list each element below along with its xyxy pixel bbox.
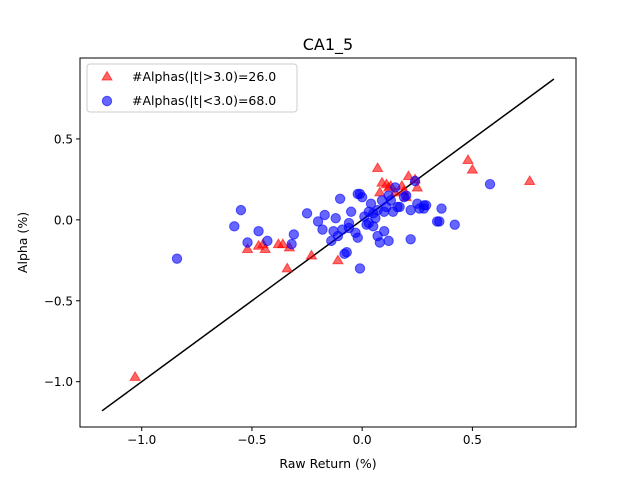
data-point-triangle — [259, 242, 272, 253]
legend-triangle-marker — [101, 70, 113, 81]
data-point-circle — [235, 204, 247, 216]
x-tick-label: −0.5 — [237, 433, 266, 447]
series-layer — [129, 153, 536, 381]
data-point-triangle — [129, 370, 141, 381]
plot-frame — [79, 57, 577, 428]
data-point-circle — [319, 209, 330, 221]
y-tick-label: 0.5 — [54, 132, 73, 146]
data-point-triangle — [332, 254, 344, 265]
data-point-circle — [354, 263, 366, 274]
data-point-circle — [352, 232, 363, 243]
data-point-circle — [301, 208, 313, 219]
data-point-circle — [341, 247, 352, 258]
data-point-circle — [330, 213, 341, 224]
data-point-circle — [379, 225, 390, 237]
x-axis-label: Raw Return (%) — [279, 456, 376, 471]
data-point-circle — [394, 201, 405, 213]
data-point-circle — [345, 206, 357, 217]
y-tick-label: −1.0 — [44, 375, 73, 389]
legend-label-low-t: #Alphas(|t|<3.0)=68.0 — [132, 93, 276, 108]
series-1 — [171, 175, 496, 274]
data-point-triangle — [241, 242, 254, 253]
data-point-triangle — [281, 262, 294, 273]
data-point-circle — [449, 219, 460, 230]
data-point-circle — [484, 179, 496, 190]
data-point-circle — [334, 193, 346, 205]
reference-line-layer — [101, 78, 555, 412]
data-point-circle — [409, 175, 421, 187]
legend-frame — [86, 63, 298, 113]
data-point-circle — [436, 203, 447, 214]
data-point-circle — [242, 237, 253, 248]
data-point-triangle — [371, 162, 384, 173]
data-point-circle — [374, 237, 386, 248]
data-point-triangle — [411, 181, 424, 192]
data-point-triangle — [305, 249, 318, 260]
legend: #Alphas(|t|>3.0)=26.0 #Alphas(|t|<3.0)=6… — [86, 63, 298, 113]
data-point-circle — [286, 238, 297, 250]
y-ticks: −1.0 −0.5 0.0 0.5 — [44, 132, 80, 389]
data-point-circle — [312, 216, 324, 227]
x-ticks: −1.0 −0.5 0.0 0.5 — [127, 427, 482, 447]
x-tick-label: −1.0 — [127, 433, 156, 447]
y-axis-label: Alpha (%) — [15, 212, 30, 273]
legend-label-high-t: #Alphas(|t|>3.0)=26.0 — [132, 69, 276, 84]
data-point-circle — [262, 235, 273, 247]
data-point-circle — [365, 198, 377, 209]
data-point-circle — [171, 253, 183, 264]
x-tick-label: 0.5 — [463, 433, 482, 447]
data-point-circle — [317, 224, 328, 235]
data-point-circle — [434, 216, 445, 227]
data-point-circle — [383, 235, 394, 247]
data-point-triangle — [466, 163, 479, 174]
legend-circle-marker — [101, 95, 113, 107]
chart-title: CA1_5 — [303, 35, 353, 55]
data-point-triangle — [523, 175, 536, 185]
data-point-circle — [343, 217, 355, 229]
data-point-triangle — [276, 238, 289, 249]
data-point-circle — [420, 200, 432, 211]
data-point-circle — [356, 191, 368, 203]
data-point-triangle — [462, 153, 474, 164]
data-point-circle — [229, 221, 240, 232]
y-tick-label: −0.5 — [44, 294, 73, 308]
data-point-circle — [405, 234, 416, 245]
data-point-triangle — [402, 170, 415, 181]
y-tick-label: 0.0 — [54, 213, 73, 227]
reference-line — [101, 78, 555, 412]
data-point-circle — [390, 182, 401, 193]
data-point-circle — [385, 195, 397, 206]
data-point-circle — [253, 225, 264, 237]
x-tick-label: 0.0 — [353, 433, 372, 447]
data-point-circle — [401, 190, 412, 201]
data-point-circle — [288, 229, 300, 240]
